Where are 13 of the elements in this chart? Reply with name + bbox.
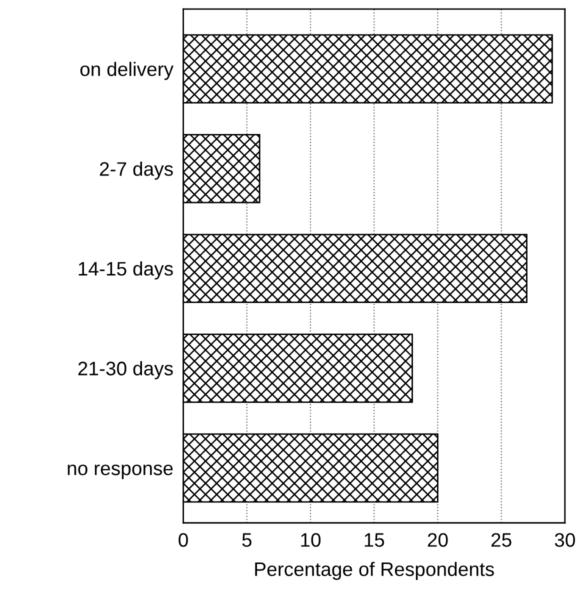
x-tick-label: 15 [364, 533, 384, 547]
x-tick-label: 10 [301, 533, 321, 547]
x-axis-title: Percentage of Respondents [255, 562, 494, 580]
y-tick-label: 14-15 days [78, 261, 173, 280]
x-tick-label: 25 [491, 533, 512, 547]
x-tick-label: 20 [428, 533, 448, 547]
x-tick-label: 30 [554, 533, 575, 547]
y-tick-label: no response [68, 464, 173, 480]
y-tick-label: 2-7 days [100, 162, 173, 180]
x-tick-label: 5 [242, 533, 252, 547]
x-tick-label: 0 [178, 533, 188, 547]
y-tick-label: 21-30 days [78, 361, 173, 380]
y-tick-label: on delivery [80, 62, 174, 80]
